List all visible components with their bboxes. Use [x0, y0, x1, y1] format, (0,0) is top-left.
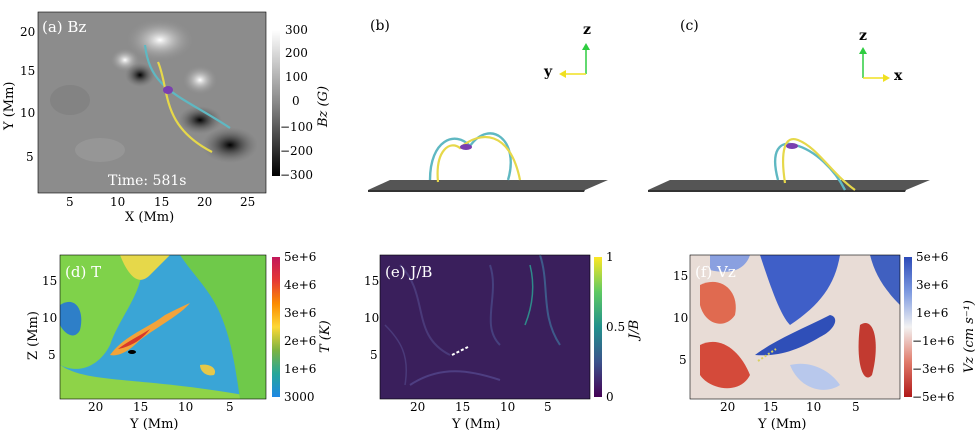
panel-d-ytick: 15 [42, 274, 58, 288]
panel-d-ytick: 5 [48, 348, 56, 362]
current-sheet [786, 143, 798, 149]
panel-e-xtick: 20 [410, 400, 426, 414]
panel-c-label: (c) [680, 18, 699, 34]
vz-map [689, 254, 901, 400]
t-cbar-tick: 2e+6 [284, 334, 317, 348]
t-cbar-label: T (K) [318, 320, 333, 353]
t-cbar-tick: 5e+6 [284, 250, 317, 264]
panel-f-ytick: 10 [673, 311, 689, 325]
t-cbar-tick: 3000 [284, 390, 315, 404]
bz-colorbar [272, 30, 280, 176]
vz-cbar-tick: −5e+6 [912, 390, 955, 404]
panel-f-xtick: 10 [806, 400, 822, 414]
panel-e-ytick: 10 [364, 311, 380, 325]
panel-e-xtick: 5 [544, 400, 552, 414]
current-sheet-mark [128, 350, 136, 354]
bz-cbar-label: Bz (G) [316, 85, 331, 127]
bz-cbar-tick: 100 [285, 70, 308, 84]
panel-a-xtick: 10 [110, 195, 126, 209]
bz-cbar-tick: −100 [280, 120, 313, 134]
vz-colorbar [904, 257, 912, 397]
axis-y-label: y [544, 64, 553, 80]
panel-f-xtick: 15 [763, 400, 779, 414]
panel-d-label: (d) T [65, 263, 102, 281]
vz-cbar-tick: −1e+6 [912, 334, 955, 348]
panel-a-ylabel: Y (Mm) [2, 81, 17, 131]
panel-f-xlabel: Y (Mm) [758, 417, 807, 432]
panel-f: (f) Vz 20 15 10 5 15 10 5 Y (Mm) 5e+6 3e… [640, 245, 980, 447]
vz-cbar-tick: 3e+6 [916, 278, 949, 292]
axis-x-label: x [894, 68, 903, 84]
axis-z-label: z [583, 22, 591, 38]
panel-d-xtick: 20 [88, 400, 104, 414]
panel-a-xtick: 25 [240, 195, 256, 209]
loop-3d-view-xz [648, 47, 930, 192]
loop-3d-view-yz [368, 43, 608, 192]
panel-a-xtick: 5 [66, 195, 74, 209]
panel-f-xtick: 20 [720, 400, 736, 414]
current-sheet-streak [451, 346, 469, 356]
field-line-yellow [781, 137, 856, 191]
bz-magnetogram [37, 11, 267, 194]
panel-e-xtick: 15 [455, 400, 471, 414]
panel-e-ytick: 15 [364, 274, 380, 288]
panel-e-label: (e) J/B [385, 263, 433, 281]
current-density-map [379, 254, 591, 400]
vz-cbar-tick: 5e+6 [916, 250, 949, 264]
t-cbar-tick: 1e+6 [284, 362, 317, 376]
panel-a-ytick: 20 [20, 25, 36, 39]
panel-a: (a) Bz Time: 581s X (Mm) Y (Mm) 5 10 15 … [0, 0, 331, 230]
panel-a-ytick: 5 [26, 150, 34, 164]
panel-b: (b) z y [340, 0, 640, 230]
panel-d-ylabel: Z (Mm) [26, 311, 41, 360]
panel-a-ytick: 15 [20, 64, 36, 78]
photosphere-plane [648, 180, 930, 190]
vz-cbar-label: Vz (cm s⁻¹) [962, 300, 977, 373]
bz-cbar-tick: 200 [285, 46, 308, 60]
panel-a-xtick: 20 [197, 195, 213, 209]
panel-d-ytick: 10 [42, 311, 58, 325]
panel-c: (c) z x [640, 0, 980, 230]
panel-a-xlabel: X (Mm) [125, 210, 175, 225]
panel-f-xtick: 5 [852, 400, 860, 414]
panel-e-ytick: 5 [370, 348, 378, 362]
panel-d-xtick: 5 [226, 400, 234, 414]
panel-d-xlabel: Y (Mm) [130, 417, 179, 432]
panel-e-xlabel: Y (Mm) [452, 417, 501, 432]
panel-f-ytick: 5 [679, 353, 687, 367]
field-line-yellow [156, 61, 213, 153]
t-cbar-tick: 4e+6 [284, 278, 317, 292]
jb-cbar-tick: 0.5 [606, 320, 626, 334]
photosphere-plane [368, 180, 608, 190]
bz-cbar-tick: −300 [280, 168, 313, 182]
current-sheet [460, 144, 472, 150]
axis-z-label: z [859, 28, 867, 44]
vz-cbar-tick: −3e+6 [912, 362, 955, 376]
panel-f-label: (f) Vz [695, 263, 736, 281]
current-sheet [163, 86, 173, 94]
time-label: Time: 581s [108, 173, 187, 189]
panel-f-ytick: 15 [673, 269, 689, 283]
panel-a-label: (a) Bz [42, 18, 87, 36]
panel-e-xtick: 10 [500, 400, 516, 414]
panel-b-label: (b) [370, 18, 390, 34]
vz-cbar-tick: 1e+6 [916, 306, 949, 320]
panel-e: (e) J/B 20 15 10 5 15 10 5 Y (Mm) 1 0.5 … [340, 245, 642, 447]
jb-cbar-tick: 1 [606, 250, 614, 264]
panel-d-xtick: 10 [178, 400, 194, 414]
panel-d-xtick: 15 [133, 400, 149, 414]
temperature-colorbar [272, 257, 280, 397]
bz-cbar-tick: 300 [285, 23, 308, 37]
panel-d: (d) T 20 15 10 5 15 10 5 Y (Mm) Z (Mm) 5… [0, 245, 333, 447]
t-cbar-tick: 3e+6 [284, 306, 317, 320]
bz-cbar-tick: −200 [280, 144, 313, 158]
panel-a-xtick: 15 [154, 195, 170, 209]
panel-a-ytick: 10 [20, 106, 36, 120]
bz-cbar-tick: 0 [292, 94, 300, 108]
temperature-map [59, 254, 267, 400]
jb-colorbar [594, 257, 602, 397]
jb-cbar-tick: 0 [606, 390, 614, 404]
